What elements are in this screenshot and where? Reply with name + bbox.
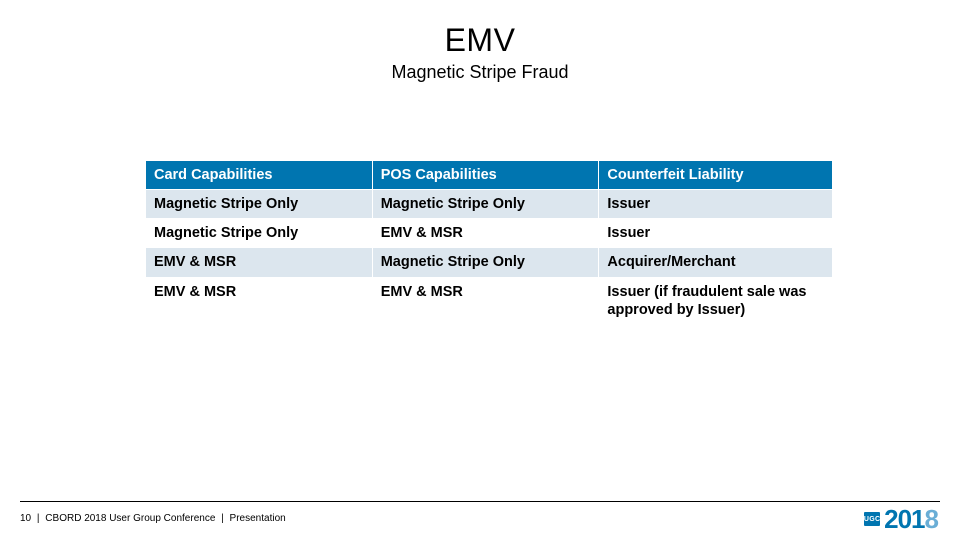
table-row: Magnetic Stripe Only Magnetic Stripe Onl… <box>146 190 833 219</box>
logo-year-main: 201 <box>884 504 924 534</box>
footer-separator: | <box>37 513 40 524</box>
table-cell: EMV & MSR <box>146 248 373 277</box>
footer: 10 | CBORD 2018 User Group Conference | … <box>20 513 286 524</box>
footer-separator: | <box>221 513 224 524</box>
table-cell: EMV & MSR <box>372 277 599 324</box>
table-cell: Magnetic Stripe Only <box>372 190 599 219</box>
table-cell: Issuer <box>599 219 833 248</box>
footer-text-conference: CBORD 2018 User Group Conference <box>45 513 215 524</box>
table-cell: Magnetic Stripe Only <box>372 248 599 277</box>
table-cell: EMV & MSR <box>372 219 599 248</box>
table-cell: EMV & MSR <box>146 277 373 324</box>
slide-subtitle: Magnetic Stripe Fraud <box>0 62 960 83</box>
footer-divider <box>20 501 940 502</box>
table-row: EMV & MSR Magnetic Stripe Only Acquirer/… <box>146 248 833 277</box>
table-header-row: Card Capabilities POS Capabilities Count… <box>146 161 833 190</box>
table-header-cell: Card Capabilities <box>146 161 373 190</box>
ugc-badge: UGC <box>864 512 880 526</box>
liability-table: Card Capabilities POS Capabilities Count… <box>145 160 833 325</box>
table-header-cell: Counterfeit Liability <box>599 161 833 190</box>
table-cell: Issuer <box>599 190 833 219</box>
slide: EMV Magnetic Stripe Fraud Card Capabilit… <box>0 0 960 540</box>
table-cell: Magnetic Stripe Only <box>146 219 373 248</box>
liability-table-container: Card Capabilities POS Capabilities Count… <box>145 160 833 325</box>
table-header-cell: POS Capabilities <box>372 161 599 190</box>
page-number: 10 <box>20 513 31 524</box>
footer-text-presentation: Presentation <box>230 513 286 524</box>
slide-title: EMV <box>0 22 960 59</box>
ugc-logo: UGC 2018 <box>864 506 938 532</box>
logo-year-last: 8 <box>925 504 938 534</box>
table-cell: Acquirer/Merchant <box>599 248 833 277</box>
ugc-badge-text: UGC <box>864 512 880 526</box>
table-row: Magnetic Stripe Only EMV & MSR Issuer <box>146 219 833 248</box>
logo-year: 2018 <box>884 506 938 532</box>
table-cell: Issuer (if fraudulent sale was approved … <box>599 277 833 324</box>
table-row: EMV & MSR EMV & MSR Issuer (if fraudulen… <box>146 277 833 324</box>
table-cell: Magnetic Stripe Only <box>146 190 373 219</box>
